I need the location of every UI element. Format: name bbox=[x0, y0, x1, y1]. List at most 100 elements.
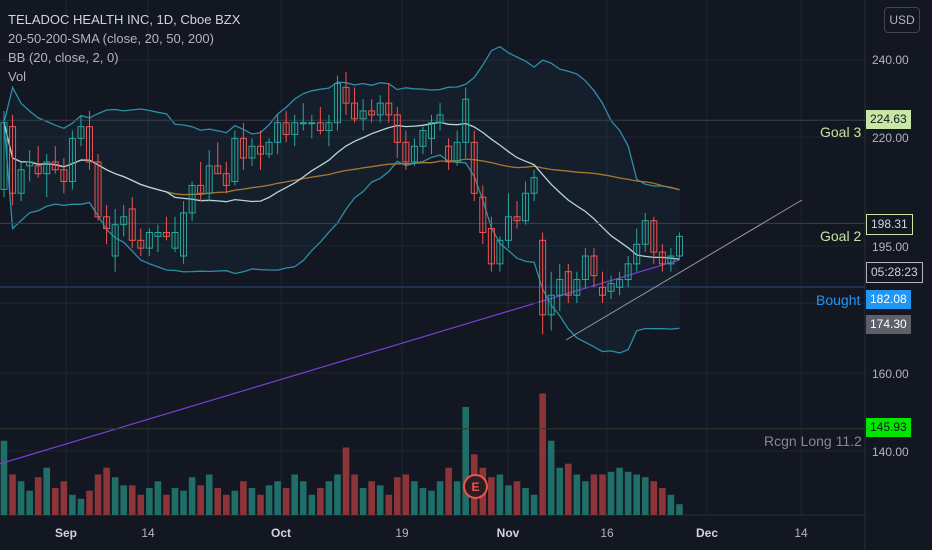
sma-indicator-label[interactable]: 20-50-200-SMA (close, 20, 50, 200) bbox=[8, 31, 214, 46]
volume-bar bbox=[299, 481, 307, 515]
date-tick: 14 bbox=[141, 526, 155, 540]
candle-body bbox=[145, 231, 153, 249]
volume-bar bbox=[9, 474, 16, 515]
volume-bar bbox=[411, 481, 418, 515]
candle-body bbox=[128, 208, 136, 241]
candle-body bbox=[205, 165, 213, 194]
volume-bar bbox=[676, 504, 683, 515]
volume-bar bbox=[171, 488, 179, 515]
candle-body bbox=[77, 126, 85, 139]
candle-body bbox=[530, 177, 538, 194]
volume-bar bbox=[462, 407, 469, 515]
candle-body bbox=[257, 145, 264, 155]
volume-bar bbox=[77, 498, 85, 515]
volume-bar bbox=[205, 474, 213, 515]
volume-bar bbox=[188, 477, 196, 515]
volume-bar bbox=[94, 474, 102, 515]
sma20-line bbox=[3, 121, 680, 260]
sma200-line bbox=[0, 259, 680, 465]
volume-bar bbox=[128, 485, 136, 515]
bought-label: Bought bbox=[816, 292, 861, 308]
volume-bar bbox=[154, 481, 162, 515]
volume-indicator-label[interactable]: Vol bbox=[8, 69, 27, 84]
volume-bar bbox=[616, 467, 623, 515]
candle-body bbox=[154, 231, 162, 237]
candle-body bbox=[633, 243, 641, 265]
symbol-title[interactable]: TELADOC HEALTH INC, 1D, Cboe BZX bbox=[8, 12, 241, 27]
volume-bar bbox=[394, 477, 401, 515]
candle-body bbox=[402, 141, 410, 163]
candle-body bbox=[513, 216, 521, 222]
volume-bar bbox=[582, 481, 589, 515]
goal2-price-tag: 198.31 bbox=[866, 214, 913, 235]
candle-body bbox=[94, 161, 102, 218]
candle-body bbox=[359, 110, 367, 120]
volume-bar bbox=[342, 447, 350, 515]
price-tick: 195.00 bbox=[872, 240, 909, 254]
candle-body bbox=[479, 196, 487, 233]
volume-bar bbox=[180, 490, 187, 515]
candle-body bbox=[376, 102, 384, 116]
candle-body bbox=[573, 279, 581, 296]
volume-bar bbox=[103, 467, 110, 515]
volume-bar bbox=[317, 488, 324, 515]
candle-body bbox=[9, 126, 17, 194]
volume-bar bbox=[120, 485, 127, 515]
candle-body bbox=[197, 184, 205, 194]
trend-line bbox=[565, 199, 803, 341]
candle-body bbox=[445, 145, 453, 163]
candle-body bbox=[316, 122, 324, 132]
candle-body bbox=[274, 122, 282, 143]
earnings-marker[interactable]: E bbox=[463, 474, 488, 499]
bb-fill bbox=[4, 46, 680, 353]
goal3-label: Goal 3 bbox=[820, 124, 862, 140]
volume-bar bbox=[274, 481, 281, 515]
candle-body bbox=[428, 122, 435, 139]
volume-bar bbox=[86, 490, 93, 515]
candle-body bbox=[453, 141, 461, 163]
candle-body bbox=[393, 114, 401, 143]
volume-bar bbox=[659, 488, 666, 515]
volume-bar bbox=[445, 467, 452, 515]
candle-body bbox=[547, 294, 555, 316]
candle-body bbox=[351, 102, 359, 120]
volume-bar bbox=[265, 485, 273, 515]
candle-body bbox=[333, 83, 341, 124]
candle-body bbox=[239, 137, 247, 159]
price-tick: 160.00 bbox=[872, 367, 909, 381]
candle-body bbox=[248, 145, 256, 159]
candle-body bbox=[667, 255, 675, 265]
candle-body bbox=[86, 126, 93, 163]
volume-bar bbox=[565, 463, 572, 515]
candle-body bbox=[188, 184, 196, 214]
volume-bar bbox=[137, 494, 145, 515]
candle-body bbox=[111, 224, 119, 257]
volume-bar bbox=[334, 474, 341, 515]
candle-body bbox=[0, 122, 8, 190]
candle-body bbox=[214, 165, 222, 175]
candle-body bbox=[599, 286, 606, 296]
volume-bar bbox=[590, 474, 598, 515]
volume-bar bbox=[530, 494, 538, 515]
date-tick: Sep bbox=[54, 526, 78, 540]
volume-bar bbox=[197, 485, 204, 515]
volume-bar bbox=[325, 481, 333, 515]
candle-body bbox=[26, 161, 34, 167]
volume-bar bbox=[26, 490, 33, 515]
volume-bar bbox=[240, 481, 247, 515]
candle-body bbox=[581, 255, 589, 281]
volume-bar bbox=[419, 488, 427, 515]
volume-bar bbox=[573, 474, 581, 515]
volume-bar bbox=[428, 490, 435, 515]
candle-body bbox=[137, 239, 145, 249]
candle-body bbox=[60, 169, 68, 183]
currency-button[interactable]: USD bbox=[884, 7, 920, 33]
volume-bar bbox=[60, 481, 68, 515]
price-tick: 240.00 bbox=[872, 53, 909, 67]
volume-bar bbox=[505, 485, 512, 515]
volume-bar bbox=[291, 474, 298, 515]
bb-indicator-label[interactable]: BB (20, close, 2, 0) bbox=[8, 50, 119, 65]
candle-body bbox=[556, 279, 564, 296]
volume-bar bbox=[547, 440, 555, 515]
